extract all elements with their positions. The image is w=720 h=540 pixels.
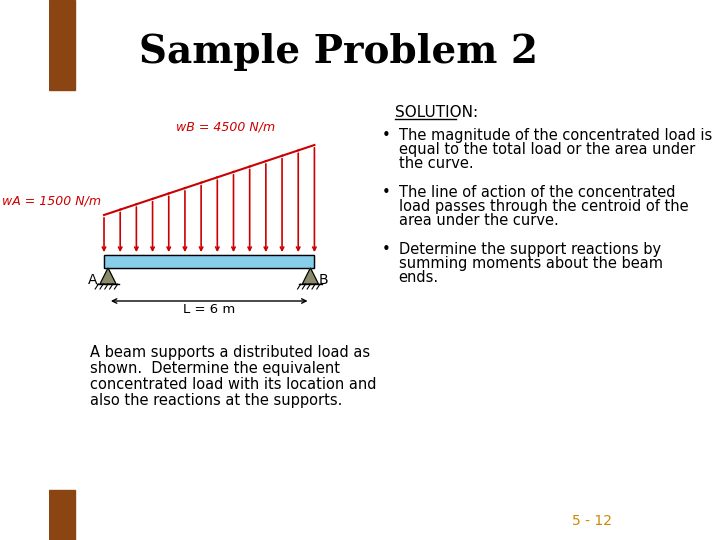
Text: load passes through the centroid of the: load passes through the centroid of the: [399, 199, 688, 214]
Text: summing moments about the beam: summing moments about the beam: [399, 256, 662, 271]
Text: Determine the support reactions by: Determine the support reactions by: [399, 242, 661, 257]
Bar: [50, 0, 76, 90]
Text: shown.  Determine the equivalent: shown. Determine the equivalent: [89, 361, 340, 376]
Text: also the reactions at the supports.: also the reactions at the supports.: [89, 393, 342, 408]
Polygon shape: [302, 268, 318, 284]
Text: •: •: [382, 128, 391, 143]
Text: A: A: [88, 273, 98, 287]
Text: 5 - 12: 5 - 12: [572, 514, 611, 528]
Text: equal to the total load or the area under: equal to the total load or the area unde…: [399, 142, 695, 157]
Text: area under the curve.: area under the curve.: [399, 213, 559, 228]
Text: A beam supports a distributed load as: A beam supports a distributed load as: [89, 345, 369, 360]
Text: concentrated load with its location and: concentrated load with its location and: [89, 377, 376, 392]
Text: Sample Problem 2: Sample Problem 2: [139, 33, 538, 71]
Text: the curve.: the curve.: [399, 156, 473, 171]
Bar: [104, 255, 315, 268]
Text: ends.: ends.: [399, 270, 439, 285]
Polygon shape: [100, 268, 116, 284]
Text: wA = 1500 N/m: wA = 1500 N/m: [1, 194, 101, 207]
Text: L = 6 m: L = 6 m: [183, 303, 235, 316]
Text: B: B: [318, 273, 328, 287]
Text: The magnitude of the concentrated load is: The magnitude of the concentrated load i…: [399, 128, 712, 143]
Bar: [104, 255, 315, 268]
Text: The line of action of the concentrated: The line of action of the concentrated: [399, 185, 675, 200]
Text: •: •: [382, 242, 391, 257]
Text: •: •: [382, 185, 391, 200]
Text: SOLUTION:: SOLUTION:: [395, 105, 478, 120]
Bar: [50, 490, 76, 540]
Text: wB = 4500 N/m: wB = 4500 N/m: [176, 120, 275, 133]
